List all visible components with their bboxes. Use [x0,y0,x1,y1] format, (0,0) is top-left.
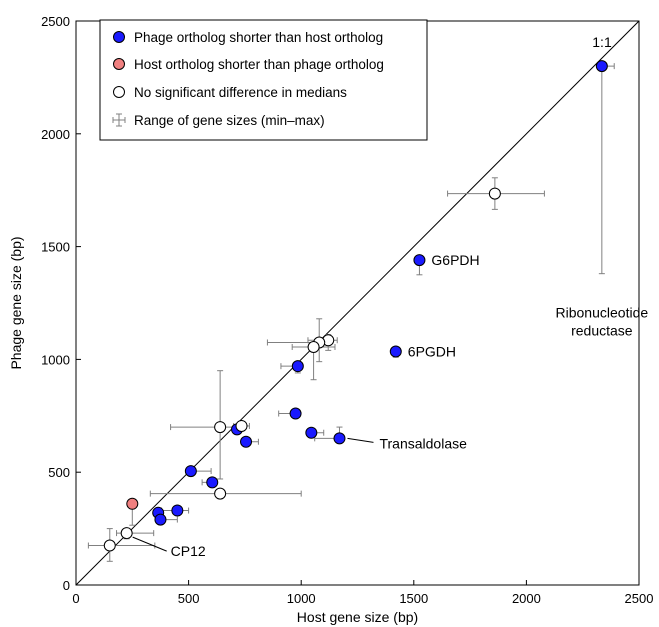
y-tick-label: 2500 [41,14,70,29]
y-tick-label: 2000 [41,127,70,142]
data-marks [87,60,615,562]
one-to-one-line [75,20,640,586]
annotation-label: CP12 [171,543,206,559]
no-difference-point [120,527,133,540]
one-to-one-label: 1:1 [592,34,612,50]
y-tick-label: 1500 [41,240,70,255]
legend-item-phage-shorter: Phage ortholog shorter than host ortholo… [113,30,383,45]
phage-shorter-point [291,360,304,373]
annotation-label: 6PGDH [408,344,456,360]
legend-marker-open-circle [113,86,125,98]
no-difference-point [488,187,501,200]
x-tick-label: 1500 [399,591,428,606]
no-difference-point [235,419,248,432]
no-difference-point [307,340,320,353]
phage-shorter-point [206,476,219,489]
x-tick-label: 0 [72,591,79,606]
no-difference-point [214,487,227,500]
y-tick-label: 1000 [41,352,70,367]
x-tick-label: 2000 [512,591,541,606]
y-tick-label: 0 [63,578,70,593]
y-axis-title: Phage gene size (bp) [8,236,24,369]
annotation-label: Transaldolase [379,435,467,451]
phage-shorter-point [171,504,184,517]
legend-label: Host ortholog shorter than phage ortholo… [134,57,384,72]
annotation-leader [347,437,374,443]
phage-shorter-point [184,465,197,478]
legend: Phage ortholog shorter than host ortholo… [99,19,428,141]
legend-label: Phage ortholog shorter than host ortholo… [134,30,383,45]
legend-label: Range of gene sizes (min–max) [134,113,325,128]
legend-marker-errorbar [112,113,126,127]
x-axis-title: Host gene size (bp) [297,609,418,625]
annotation-label: Ribonucleotide [556,305,649,321]
legend-marker-filled-blue [113,31,125,43]
legend-box [99,19,428,141]
x-tick-label: 2500 [625,591,654,606]
legend-marker-filled-salmon [113,58,125,70]
annotations: G6PDH 6PGDH Transaldolase Ribonucleotide red… [132,252,649,559]
x-tick-label: 500 [178,591,200,606]
legend-item-host-shorter: Host ortholog shorter than phage ortholo… [113,57,384,72]
y-tick-label: 500 [48,465,70,480]
phage-shorter-point [240,435,253,448]
legend-item-no-difference: No significant difference in medians [113,85,347,100]
legend-item-range: Range of gene sizes (min–max) [112,113,325,128]
host-shorter-point [126,497,139,510]
phage-shorter-point [389,345,402,358]
legend-label: No significant difference in medians [134,85,347,100]
phage-shorter-point [413,254,426,267]
phage-shorter-point [154,513,167,526]
plot-area: 0 500 1000 1500 2000 2500 0 500 1000 1500 2000 2500… [8,14,653,625]
annotation-leader [132,536,167,552]
error-bar [597,61,615,275]
phage-shorter-point [305,426,318,439]
no-difference-point [214,421,227,434]
phage-shorter-point [595,60,608,73]
phage-shorter-point [289,407,302,420]
phage-shorter-point [333,432,346,445]
annotation-label: reductase [571,323,633,339]
no-difference-point [103,539,116,552]
annotation-label: G6PDH [431,252,479,268]
x-tick-label: 1000 [287,591,316,606]
